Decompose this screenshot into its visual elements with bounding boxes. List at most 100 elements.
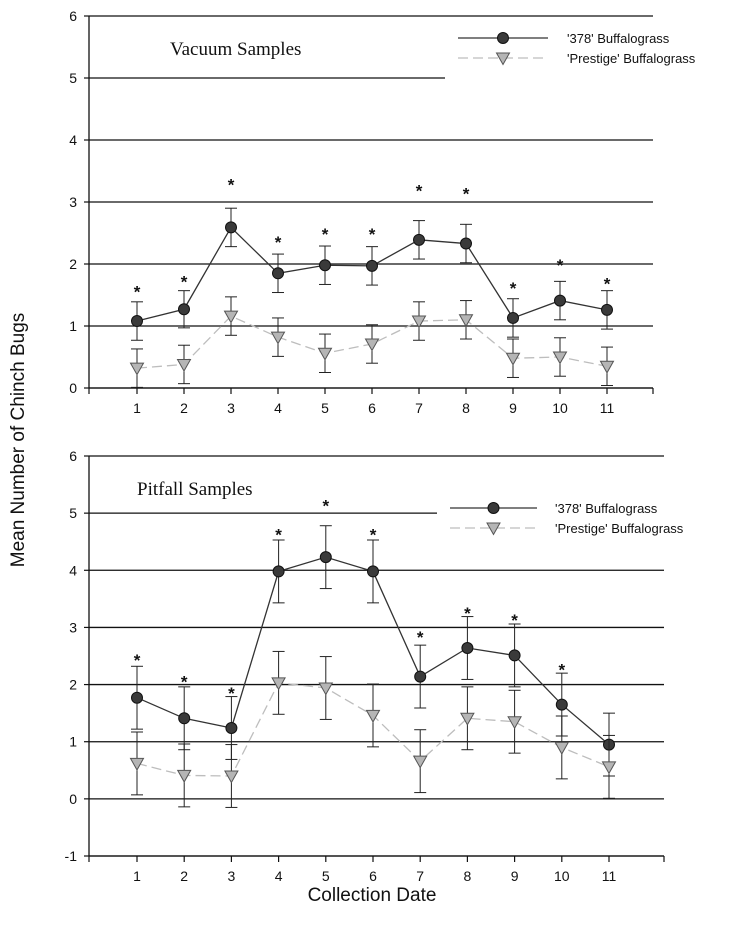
x-tick-label: 9 [511,868,519,884]
data-point [366,259,378,272]
legend-label: 'Prestige' Buffalograss [567,51,696,66]
data-point [318,682,334,696]
data-point [364,338,380,352]
data-point [460,237,472,250]
data-point [319,551,332,564]
x-tick-label: 10 [552,400,568,416]
y-tick-label: 0 [69,791,77,807]
y-axis-label: Mean Number of Chinch Bugs [8,313,29,568]
data-point [270,331,286,345]
x-tick-label: 2 [180,400,188,416]
x-tick-label: 8 [464,868,472,884]
significance-marker: * [416,182,423,201]
y-tick-label: -1 [65,848,78,864]
vacuum-panel: 0 1 2 3 4 5 6 1 2 3 4 5 6 7 8 9 10 11 Vacuum Samples * * * * * *… [69,8,696,416]
x-tick-label: 9 [509,400,517,416]
data-point [505,352,521,366]
legend-marker [497,32,509,44]
pitfall-panel: -1 0 1 2 3 4 5 6 1 2 3 4 5 6 7 8 9 10 11 Pitfall Samples * * *… [65,448,684,884]
y-tick-label: 3 [69,619,77,635]
x-tick-label: 5 [322,868,330,884]
significance-marker: * [134,651,141,670]
y-tick-label: 4 [69,562,77,578]
x-tick-label: 6 [369,868,377,884]
significance-marker: * [322,225,329,244]
x-tick-label: 10 [554,868,570,884]
x-tick-label: 8 [462,400,470,416]
significance-marker: * [464,604,471,623]
data-point [507,716,522,730]
y-tick-label: 4 [69,132,77,148]
significance-marker: * [511,611,518,630]
y-tick-label: 6 [69,8,77,24]
y-tick-label: 0 [69,380,77,396]
data-point [178,303,190,316]
legend-label: '378' Buffalograss [555,501,658,516]
significance-marker: * [558,661,565,680]
x-tick-label: 4 [275,868,283,884]
data-point [131,691,143,704]
x-tick-label: 1 [133,868,141,884]
data-point [411,315,427,329]
data-point [129,757,145,771]
data-point [178,712,191,725]
data-point [508,649,521,662]
data-point [317,347,333,361]
data-point [413,233,425,246]
data-point [555,698,568,711]
legend-background [445,71,655,83]
x-tick-label: 2 [180,868,188,884]
data-point [367,565,379,578]
significance-marker: * [228,175,235,194]
significance-marker: * [510,279,517,298]
data-point [460,712,475,726]
data-point [176,358,192,372]
significance-marker: * [370,525,377,544]
y-tick-label: 2 [69,677,77,693]
data-point [507,311,519,324]
data-point [129,362,145,376]
x-tick-label: 1 [133,400,141,416]
data-point [225,221,237,234]
x-tick-label: 5 [321,400,329,416]
significance-marker: * [181,273,188,292]
x-tick-label: 7 [415,400,423,416]
data-point [319,259,331,272]
legend-label: '378' Buffalograss [567,31,670,46]
significance-marker: * [322,497,329,516]
data-point [223,310,239,324]
y-tick-label: 5 [69,505,77,521]
significance-marker: * [557,256,564,275]
y-tick-label: 6 [69,448,77,464]
y-tick-label: 5 [69,70,77,86]
data-point [224,770,239,784]
data-point [225,722,238,734]
significance-marker: * [275,525,282,544]
data-point [599,360,615,374]
data-point [272,267,284,280]
legend-marker [495,52,511,66]
y-tick-label: 1 [69,318,77,334]
data-point [554,741,570,755]
x-tick-label: 6 [368,400,376,416]
significance-marker: * [417,628,424,647]
panel-title: Pitfall Samples [137,479,253,500]
y-tick-label: 2 [69,256,77,272]
x-axis-label: Collection Date [308,885,437,906]
data-point [552,351,568,365]
legend-marker [486,522,501,536]
legend-label: 'Prestige' Buffalograss [555,521,684,536]
x-tick-label: 3 [228,868,236,884]
data-point [412,755,428,769]
x-tick-label: 11 [602,868,617,884]
significance-marker: * [463,185,470,204]
data-point [176,769,192,783]
data-point [601,303,613,316]
x-tick-label: 4 [274,400,282,416]
y-tick-label: 1 [69,734,77,750]
significance-marker: * [228,684,235,703]
x-tick-label: 11 [600,400,615,416]
significance-marker: * [369,225,376,244]
significance-marker: * [275,233,282,252]
